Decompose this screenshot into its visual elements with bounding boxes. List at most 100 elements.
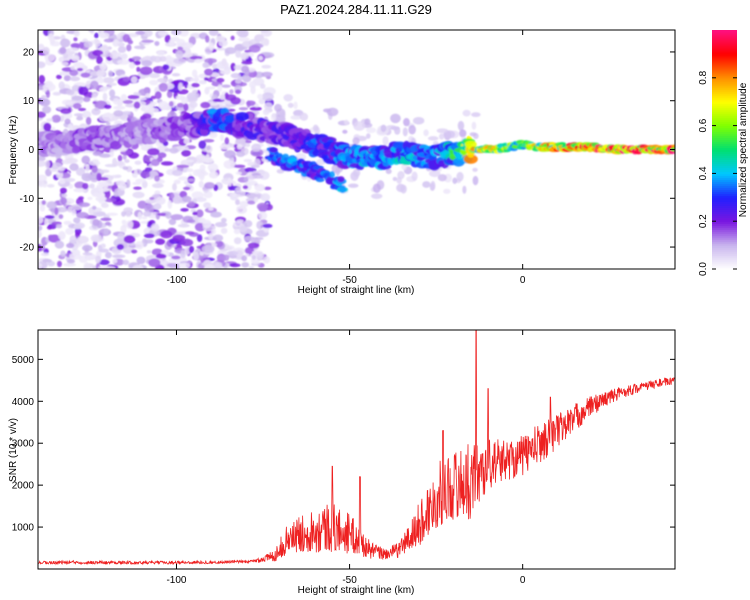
spectrogram-cell [78, 196, 84, 200]
spectrogram-cell [72, 224, 83, 230]
colorbar-step [712, 193, 737, 196]
spectrogram-cell [180, 250, 186, 259]
colorbar-step [712, 187, 737, 190]
colorbar-step [712, 231, 737, 234]
spectrogram-cell [385, 168, 392, 175]
colorbar-step [712, 221, 737, 224]
spectrogram-cell [235, 171, 242, 175]
colorbar-step [712, 171, 737, 174]
spectrogram-cell [81, 172, 93, 182]
spectrogram-cell [208, 42, 215, 51]
colorbar-step [712, 81, 737, 85]
spectrogram-cell [141, 39, 154, 43]
colorbar-step [712, 235, 737, 238]
spectrogram-cell [38, 61, 46, 69]
spectrogram-cell [104, 221, 111, 226]
spectrogram-cell [60, 187, 67, 194]
y-tick-label: 10 [23, 96, 35, 107]
spectrogram-cell [251, 255, 256, 260]
spectrogram-cell [112, 254, 126, 259]
spectrogram-cell [189, 101, 198, 108]
spectrogram-cell [214, 221, 228, 228]
snr-x-label: Height of straight line (km) [298, 585, 415, 596]
spectrogram-cell [249, 80, 257, 89]
spectrogram-cell [102, 112, 113, 122]
spectrogram-cell [57, 166, 66, 171]
spectrogram-cell [122, 110, 132, 116]
spectrogram-cell [59, 46, 67, 54]
colorbar-step [712, 175, 737, 178]
colorbar-step [712, 205, 737, 208]
spectrogram-cell [145, 93, 151, 99]
spectrogram-cell [168, 101, 174, 107]
spectrogram-cell [81, 155, 91, 164]
spectrogram-cell [207, 163, 219, 172]
colorbar-step [712, 203, 737, 206]
spectrogram-cell [117, 46, 127, 53]
colorbar-step [712, 247, 737, 250]
spectrogram-cell [241, 60, 253, 65]
spectrogram-cell [172, 196, 183, 204]
spectrogram-cell [223, 160, 236, 169]
spectrogram-cell [229, 193, 238, 197]
spectrogram-cell [97, 244, 103, 252]
colorbar-step [712, 133, 737, 137]
spectrogram-cell [147, 148, 160, 156]
colorbar-step [712, 73, 737, 77]
spectrogram-cell [59, 70, 71, 76]
spectrogram-cell [140, 171, 152, 178]
colorbar-step [712, 125, 737, 129]
spectrogram-cell [236, 219, 244, 223]
snr-x-axis: -100 -50 0 [166, 330, 526, 586]
colorbar-step [712, 111, 737, 115]
spectrogram-cell [238, 107, 249, 111]
spectrogram-cell [40, 252, 50, 257]
spectrogram-cell [390, 126, 400, 131]
spectrogram-cell [42, 258, 52, 263]
spectrogram-cell [236, 151, 246, 157]
colorbar-step [712, 209, 737, 212]
colorbar-step [712, 69, 737, 73]
spectrogram-cell [141, 216, 148, 220]
spectrogram-cell [181, 149, 191, 157]
spectrogram-cell [82, 110, 92, 119]
spectrogram-cell [472, 167, 478, 172]
spectrogram-cell [106, 121, 111, 126]
spectrogram-cell [342, 129, 348, 134]
spectrogram-cell [199, 173, 205, 181]
colorbar-step [712, 255, 737, 258]
spectrogram-cell [165, 211, 172, 219]
colorbar-step [712, 65, 737, 69]
spectrogram-cell [177, 223, 190, 228]
spectrogram-cell [248, 44, 261, 53]
colorbar-step [712, 237, 737, 240]
spectrogram-cell [152, 55, 163, 63]
spectrogram-cell [136, 97, 147, 101]
spectrogram-cell [224, 47, 237, 55]
spectrogram-cell [122, 224, 127, 228]
spectrogram-cell [202, 138, 215, 143]
colorbar-step [712, 97, 737, 101]
spectrogram-cell [337, 176, 345, 183]
chart-title: PAZ1.2024.284.11.11.G29 [280, 2, 432, 17]
colorbar-tick-label: 0.6 [698, 118, 709, 132]
spectrogram-cell [464, 140, 477, 149]
spectrogram-cell [188, 245, 195, 254]
spectrogram-cell [236, 30, 249, 37]
spectrogram-cell [243, 158, 253, 163]
snr-panel: -100 -50 0 1000 2000 3000 4000 5000 Height of … [8, 329, 676, 596]
spectrogram-cell [218, 39, 228, 47]
colorbar-step [712, 195, 737, 198]
spectrogram-cell [70, 65, 75, 71]
colorbar-step [712, 177, 737, 180]
spectrogram-cell [109, 89, 116, 98]
spectrogram-cell [144, 204, 155, 213]
colorbar-step [712, 147, 737, 151]
spectrogram-cell [364, 118, 371, 126]
colorbar-step [712, 263, 737, 266]
spectrogram-cell [430, 180, 436, 191]
colorbar-tick-label: 0.4 [698, 166, 709, 180]
spectrogram-cell [69, 76, 81, 82]
spectrogram-cell [122, 33, 131, 43]
spectrogram-cell [106, 212, 119, 216]
